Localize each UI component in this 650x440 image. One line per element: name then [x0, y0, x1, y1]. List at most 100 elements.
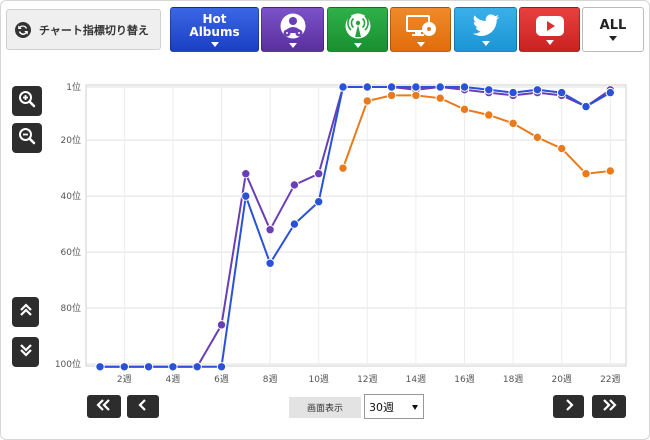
- data-point-orange[interactable]: [338, 163, 348, 173]
- data-point-blue[interactable]: [411, 82, 421, 92]
- tab-radio[interactable]: [327, 7, 388, 52]
- pc-cd-icon: [405, 13, 437, 39]
- y-tick-label: 40位: [61, 190, 81, 202]
- x-tick-label: 22週: [600, 374, 620, 385]
- data-point-orange[interactable]: [362, 96, 372, 106]
- display-range-label: 画面表示: [289, 397, 361, 418]
- data-point-blue[interactable]: [532, 85, 543, 95]
- zoom-out-button[interactable]: [12, 123, 42, 153]
- data-point-orange[interactable]: [557, 143, 567, 154]
- data-point-blue[interactable]: [557, 87, 567, 98]
- data-point-purple[interactable]: [216, 320, 227, 330]
- scroll-up-button[interactable]: [12, 297, 39, 327]
- x-tick-label: 10週: [308, 374, 328, 385]
- data-point-blue[interactable]: [459, 82, 470, 92]
- data-point-orange[interactable]: [581, 169, 591, 179]
- y-tick-label: 20位: [61, 134, 81, 146]
- y-tick-label: 1位: [66, 81, 81, 93]
- data-point-orange[interactable]: [411, 90, 421, 101]
- data-point-orange[interactable]: [532, 132, 543, 143]
- tab-pc[interactable]: [390, 7, 451, 52]
- data-point-blue[interactable]: [192, 362, 202, 372]
- chevron-right-icon: [563, 397, 575, 416]
- chevron-down-icon: [609, 36, 617, 41]
- x-tick-label: 8週: [263, 374, 278, 385]
- switch-icon: [15, 21, 31, 38]
- x-tick-label: 16週: [454, 374, 474, 385]
- series-line-blue: [100, 86, 611, 368]
- data-point-blue[interactable]: [435, 82, 445, 92]
- plot-area: [85, 84, 627, 367]
- first-page-button[interactable]: [87, 395, 121, 418]
- tab-hot-albums-label-line1: Hot: [202, 11, 227, 26]
- twitter-bird-icon: [471, 13, 501, 38]
- y-tick-label: 80位: [61, 302, 81, 314]
- y-tick-label: 100位: [55, 358, 81, 370]
- last-page-button[interactable]: [592, 395, 626, 418]
- tab-hot-albums-label-line2: Albums: [189, 24, 240, 39]
- zoom-in-button[interactable]: [12, 86, 42, 116]
- chart-metric-switch-button[interactable]: チャート指標切り替え: [6, 9, 161, 50]
- tab-sales[interactable]: [261, 7, 324, 52]
- double-chevron-right-icon: [600, 397, 618, 416]
- data-point-blue[interactable]: [119, 362, 130, 372]
- x-tick-label: 2週: [117, 374, 132, 385]
- data-point-blue[interactable]: [216, 362, 227, 372]
- chevron-down-icon: [353, 42, 362, 48]
- youtube-play-icon: [535, 15, 565, 37]
- zoom-out-icon: [17, 126, 37, 150]
- chevron-down-icon: [481, 40, 490, 46]
- chevron-down-icon: [210, 41, 219, 47]
- data-point-blue[interactable]: [581, 101, 591, 112]
- zoom-in-icon: [17, 89, 37, 113]
- data-point-blue[interactable]: [338, 82, 348, 92]
- tab-all-label: ALL: [599, 18, 627, 33]
- data-point-orange[interactable]: [508, 118, 518, 129]
- data-point-purple[interactable]: [314, 169, 324, 179]
- data-point-blue[interactable]: [605, 87, 615, 98]
- data-point-blue[interactable]: [241, 191, 251, 201]
- x-tick-label: 12週: [357, 374, 377, 385]
- data-point-orange[interactable]: [605, 166, 615, 176]
- double-chevron-down-icon: [19, 342, 33, 362]
- data-point-blue[interactable]: [484, 85, 494, 95]
- radio-antenna-icon: [344, 12, 372, 40]
- tab-hot-albums[interactable]: Hot Albums: [170, 7, 259, 52]
- data-point-purple[interactable]: [265, 224, 275, 235]
- x-tick-label: 20週: [551, 374, 571, 385]
- double-chevron-up-icon: [19, 302, 33, 322]
- x-tick-label: 18週: [503, 374, 523, 385]
- next-page-button[interactable]: [553, 395, 584, 418]
- dropdown-arrow-icon: [412, 405, 418, 410]
- data-point-orange[interactable]: [459, 104, 470, 115]
- tab-all[interactable]: ALL: [582, 7, 644, 52]
- data-point-orange[interactable]: [484, 110, 494, 120]
- x-tick-label: 4週: [166, 374, 181, 385]
- data-point-blue[interactable]: [314, 197, 324, 207]
- data-point-blue[interactable]: [95, 362, 105, 372]
- scroll-down-button[interactable]: [12, 337, 39, 367]
- chart-metric-switch-label: チャート指標切り替え: [39, 23, 149, 37]
- data-point-blue[interactable]: [508, 87, 518, 98]
- chevron-down-icon: [288, 42, 297, 48]
- data-point-purple[interactable]: [241, 169, 251, 179]
- data-point-purple[interactable]: [289, 180, 300, 190]
- data-point-blue[interactable]: [168, 362, 178, 372]
- display-range-select[interactable]: 30週: [364, 394, 424, 419]
- chevron-left-icon: [137, 397, 149, 416]
- data-point-blue[interactable]: [265, 258, 275, 268]
- data-point-blue[interactable]: [143, 362, 154, 372]
- tab-twitter[interactable]: [454, 7, 517, 52]
- prev-page-button[interactable]: [127, 395, 159, 418]
- display-range-value: 30週: [369, 400, 394, 414]
- data-point-blue[interactable]: [362, 82, 372, 92]
- data-point-orange[interactable]: [435, 93, 445, 103]
- cd-sales-icon: [278, 12, 308, 40]
- chevron-down-icon: [545, 39, 554, 45]
- data-point-blue[interactable]: [386, 82, 397, 92]
- tab-youtube[interactable]: [519, 7, 580, 52]
- data-point-blue[interactable]: [289, 219, 300, 229]
- x-tick-label: 14週: [406, 374, 426, 385]
- data-point-orange[interactable]: [386, 90, 397, 101]
